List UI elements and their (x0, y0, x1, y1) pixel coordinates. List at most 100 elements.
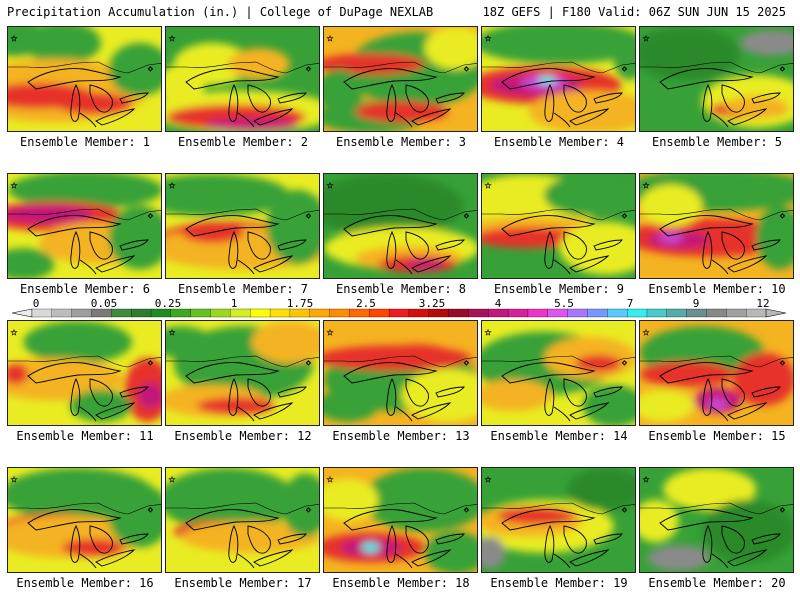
city-marker-icon: ★ (11, 327, 17, 338)
ensemble-member-map: ★ ◇ (639, 173, 794, 279)
precip-contour (204, 118, 298, 131)
lake-outline (501, 215, 596, 237)
legend-arrow-left-icon (11, 308, 33, 318)
ensemble-member-label: Ensemble Member: 15 (648, 429, 786, 443)
lake-outline (70, 83, 81, 122)
legend-swatch (250, 308, 271, 318)
lake-outline (711, 112, 729, 128)
legend-tick-label: 0.05 (90, 297, 118, 310)
lake-outline (721, 525, 745, 554)
legend-swatch (507, 308, 529, 318)
legend-swatch (91, 308, 112, 318)
legend-swatch (626, 308, 648, 318)
lake-outline (721, 84, 745, 113)
lake-outline (395, 553, 413, 569)
border-line (640, 208, 793, 221)
legend-swatch (150, 308, 172, 318)
lake-outline (277, 386, 307, 398)
ensemble-member-label: Ensemble Member: 16 (16, 576, 154, 590)
precip-contour (544, 174, 635, 217)
lake-outline (751, 386, 781, 398)
legend-swatch (686, 308, 707, 318)
ensemble-member-map: ★ ◇ (7, 467, 162, 573)
lake-outline (727, 255, 768, 273)
ensemble-member-map: ★ ◇ (481, 173, 636, 279)
lake-outline (119, 92, 149, 104)
lake-outline (386, 377, 397, 416)
lake-outline (563, 378, 587, 407)
ensemble-member-label: Ensemble Member: 9 (493, 282, 625, 296)
precip-contour (361, 542, 380, 553)
precip-contour (8, 358, 125, 401)
legend-swatch (230, 308, 251, 318)
lake-outline (405, 231, 429, 260)
legend-swatch (468, 308, 489, 318)
precip-contour (725, 95, 788, 118)
city-marker-icon: ★ (643, 327, 649, 338)
precip-contour (482, 27, 635, 65)
lake-outline (411, 108, 452, 126)
legend-swatch (448, 308, 469, 318)
city-marker-icon: ★ (485, 474, 491, 485)
precip-contour (324, 478, 379, 521)
ensemble-member-label: Ensemble Member: 1 (19, 135, 151, 149)
legend-swatch (111, 308, 132, 318)
legend-swatch (329, 308, 350, 318)
lake-outline (411, 402, 452, 420)
precip-contour (756, 205, 793, 270)
precip-contour (497, 507, 575, 525)
city-marker-icon: ★ (11, 474, 17, 485)
lake-outline (659, 68, 754, 90)
border-line (8, 208, 161, 221)
precip-contour (8, 205, 94, 223)
lake-outline (702, 83, 713, 122)
city-marker-icon: ★ (327, 33, 333, 44)
lake-outline (659, 362, 754, 384)
lake-outline (569, 549, 610, 567)
legend-swatch (567, 308, 588, 318)
lake-outline (544, 524, 555, 563)
border-line (482, 355, 635, 368)
ensemble-member-map: ★ ◇ (7, 320, 162, 426)
ensemble-member-label: Ensemble Member: 17 (174, 576, 312, 590)
precip-contour (386, 344, 448, 362)
lake-outline (70, 377, 81, 416)
border-line (166, 208, 319, 221)
lake-outline (247, 84, 271, 113)
border-line (166, 502, 319, 515)
lake-outline (95, 255, 136, 273)
lake-outline (343, 68, 438, 90)
precip-contour (54, 92, 132, 114)
ensemble-member-map: ★ ◇ (7, 173, 162, 279)
border-line (8, 355, 161, 368)
lake-outline (405, 84, 429, 113)
legend-arrow-right-icon (765, 308, 787, 318)
lake-outline (553, 112, 571, 128)
precip-contour (8, 174, 161, 209)
precip-contour (108, 205, 161, 270)
city-marker-icon: ◇ (464, 64, 469, 73)
lake-outline (27, 362, 122, 384)
lake-outline (501, 362, 596, 384)
legend-tick-label: 12 (756, 297, 770, 310)
ensemble-member-label: Ensemble Member: 4 (493, 135, 625, 149)
city-marker-icon: ◇ (622, 64, 627, 73)
lake-outline (70, 230, 81, 269)
precip-contour (740, 30, 793, 56)
legend-tick-label: 5.5 (554, 297, 574, 310)
city-marker-icon: ◇ (148, 64, 153, 73)
precip-contour (482, 379, 552, 412)
legend-swatch (369, 308, 390, 318)
lake-outline (405, 525, 429, 554)
precip-contour (108, 483, 161, 548)
precip-contour (181, 521, 319, 553)
city-marker-icon: ★ (169, 474, 175, 485)
city-marker-icon: ◇ (148, 211, 153, 220)
precip-contour (613, 37, 635, 80)
lake-outline (501, 68, 596, 90)
precip-contour (355, 101, 448, 123)
city-marker-icon: ★ (327, 327, 333, 338)
legend-swatch (428, 308, 450, 318)
lake-outline (185, 215, 280, 237)
lake-outline (185, 68, 280, 90)
